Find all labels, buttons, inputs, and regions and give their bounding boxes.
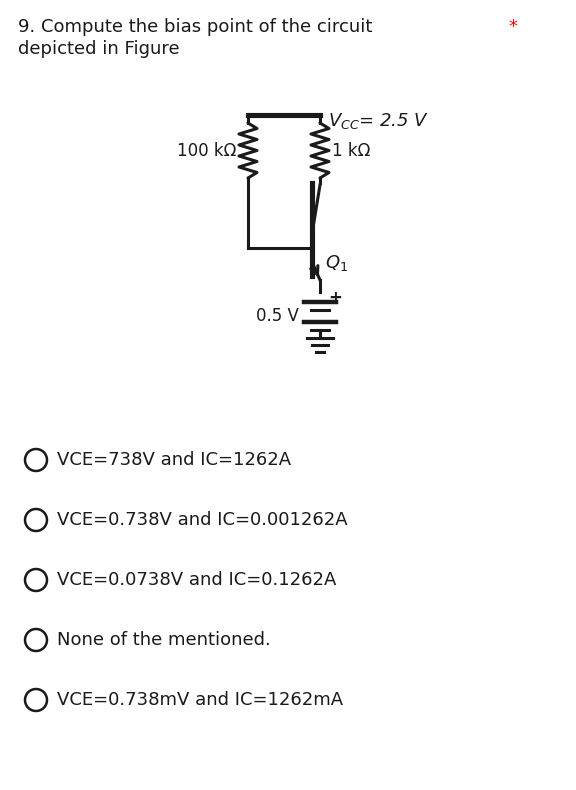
Text: VCE=0.738V and IC=0.001262A: VCE=0.738V and IC=0.001262A — [57, 511, 348, 529]
Text: None of the mentioned.: None of the mentioned. — [57, 631, 271, 649]
Text: VCE=738V and IC=1262A: VCE=738V and IC=1262A — [57, 451, 291, 469]
Text: $V_{CC}$= 2.5 V: $V_{CC}$= 2.5 V — [328, 111, 429, 131]
Text: *: * — [508, 18, 517, 36]
Text: 100 kΩ: 100 kΩ — [177, 141, 236, 160]
Text: +: + — [328, 289, 342, 307]
Text: depicted in Figure: depicted in Figure — [18, 40, 180, 58]
Text: 1 kΩ: 1 kΩ — [332, 141, 370, 160]
Text: VCE=0.0738V and IC=0.1262A: VCE=0.0738V and IC=0.1262A — [57, 571, 336, 589]
Text: 9. Compute the bias point of the circuit: 9. Compute the bias point of the circuit — [18, 18, 372, 36]
Text: VCE=0.738mV and IC=1262mA: VCE=0.738mV and IC=1262mA — [57, 691, 343, 709]
Text: 0.5 V: 0.5 V — [256, 307, 299, 325]
FancyBboxPatch shape — [8, 3, 568, 785]
Text: $Q_1$: $Q_1$ — [325, 253, 348, 273]
